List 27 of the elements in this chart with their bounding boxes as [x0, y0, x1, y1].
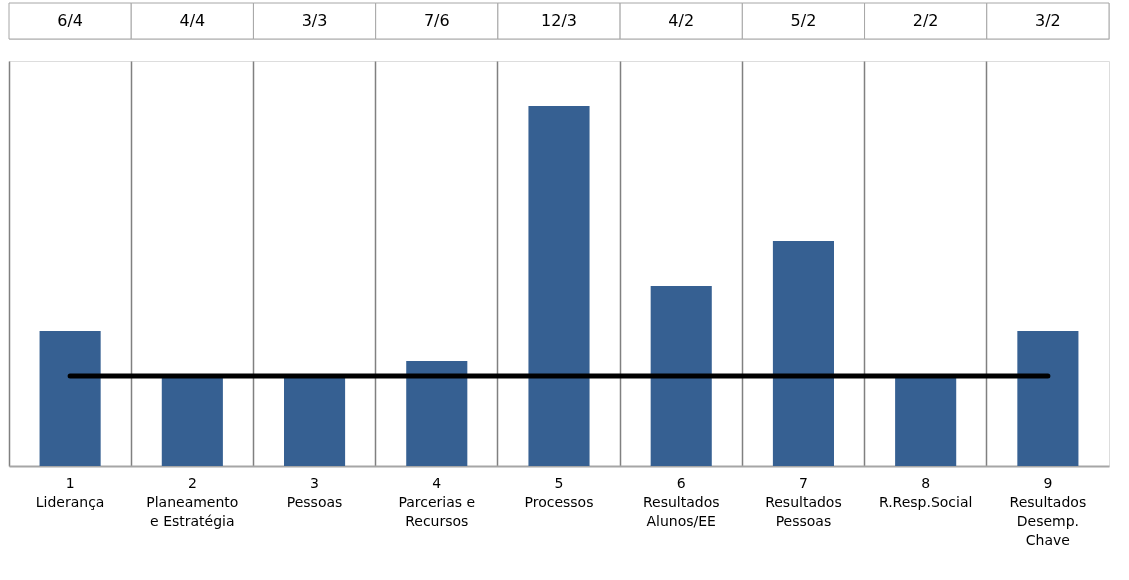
- data-label: 3/3: [301, 11, 328, 30]
- bar: [895, 376, 957, 466]
- bar: [284, 376, 346, 466]
- x-tick-label: 6 Resultados Alunos/EE: [642, 474, 720, 529]
- data-label: 7/6: [423, 11, 450, 30]
- bar: [528, 106, 590, 466]
- data-label: 4/4: [179, 11, 206, 30]
- data-label: 4/2: [668, 11, 695, 30]
- data-label: 3/2: [1035, 11, 1061, 30]
- bar: [406, 361, 468, 466]
- data-label: 6/4: [57, 11, 83, 30]
- x-tick-label: 7 Resultados Pessoas: [765, 474, 842, 529]
- x-tick-label: 9 Resultados Desemp. Chave: [1009, 474, 1087, 548]
- x-tick-label: 4 Parcerias e Recursos: [398, 474, 476, 529]
- bar: [772, 241, 834, 466]
- bar: [39, 331, 101, 466]
- x-tick-label: 2 Planeamento e Estratégia: [146, 474, 239, 529]
- data-label: 2/2: [912, 11, 939, 30]
- bar: [1017, 331, 1079, 466]
- data-label: 12/3: [541, 11, 577, 30]
- bar: [650, 286, 712, 466]
- x-tick-label: 5 Processos: [524, 474, 594, 510]
- x-tick-label: 1 Liderança: [35, 474, 105, 510]
- bar: [161, 376, 223, 466]
- x-tick-label: 8 R.Resp.Social: [878, 474, 973, 510]
- data-label: 5/2: [790, 11, 817, 30]
- x-tick-label: 3 Pessoas: [286, 474, 343, 510]
